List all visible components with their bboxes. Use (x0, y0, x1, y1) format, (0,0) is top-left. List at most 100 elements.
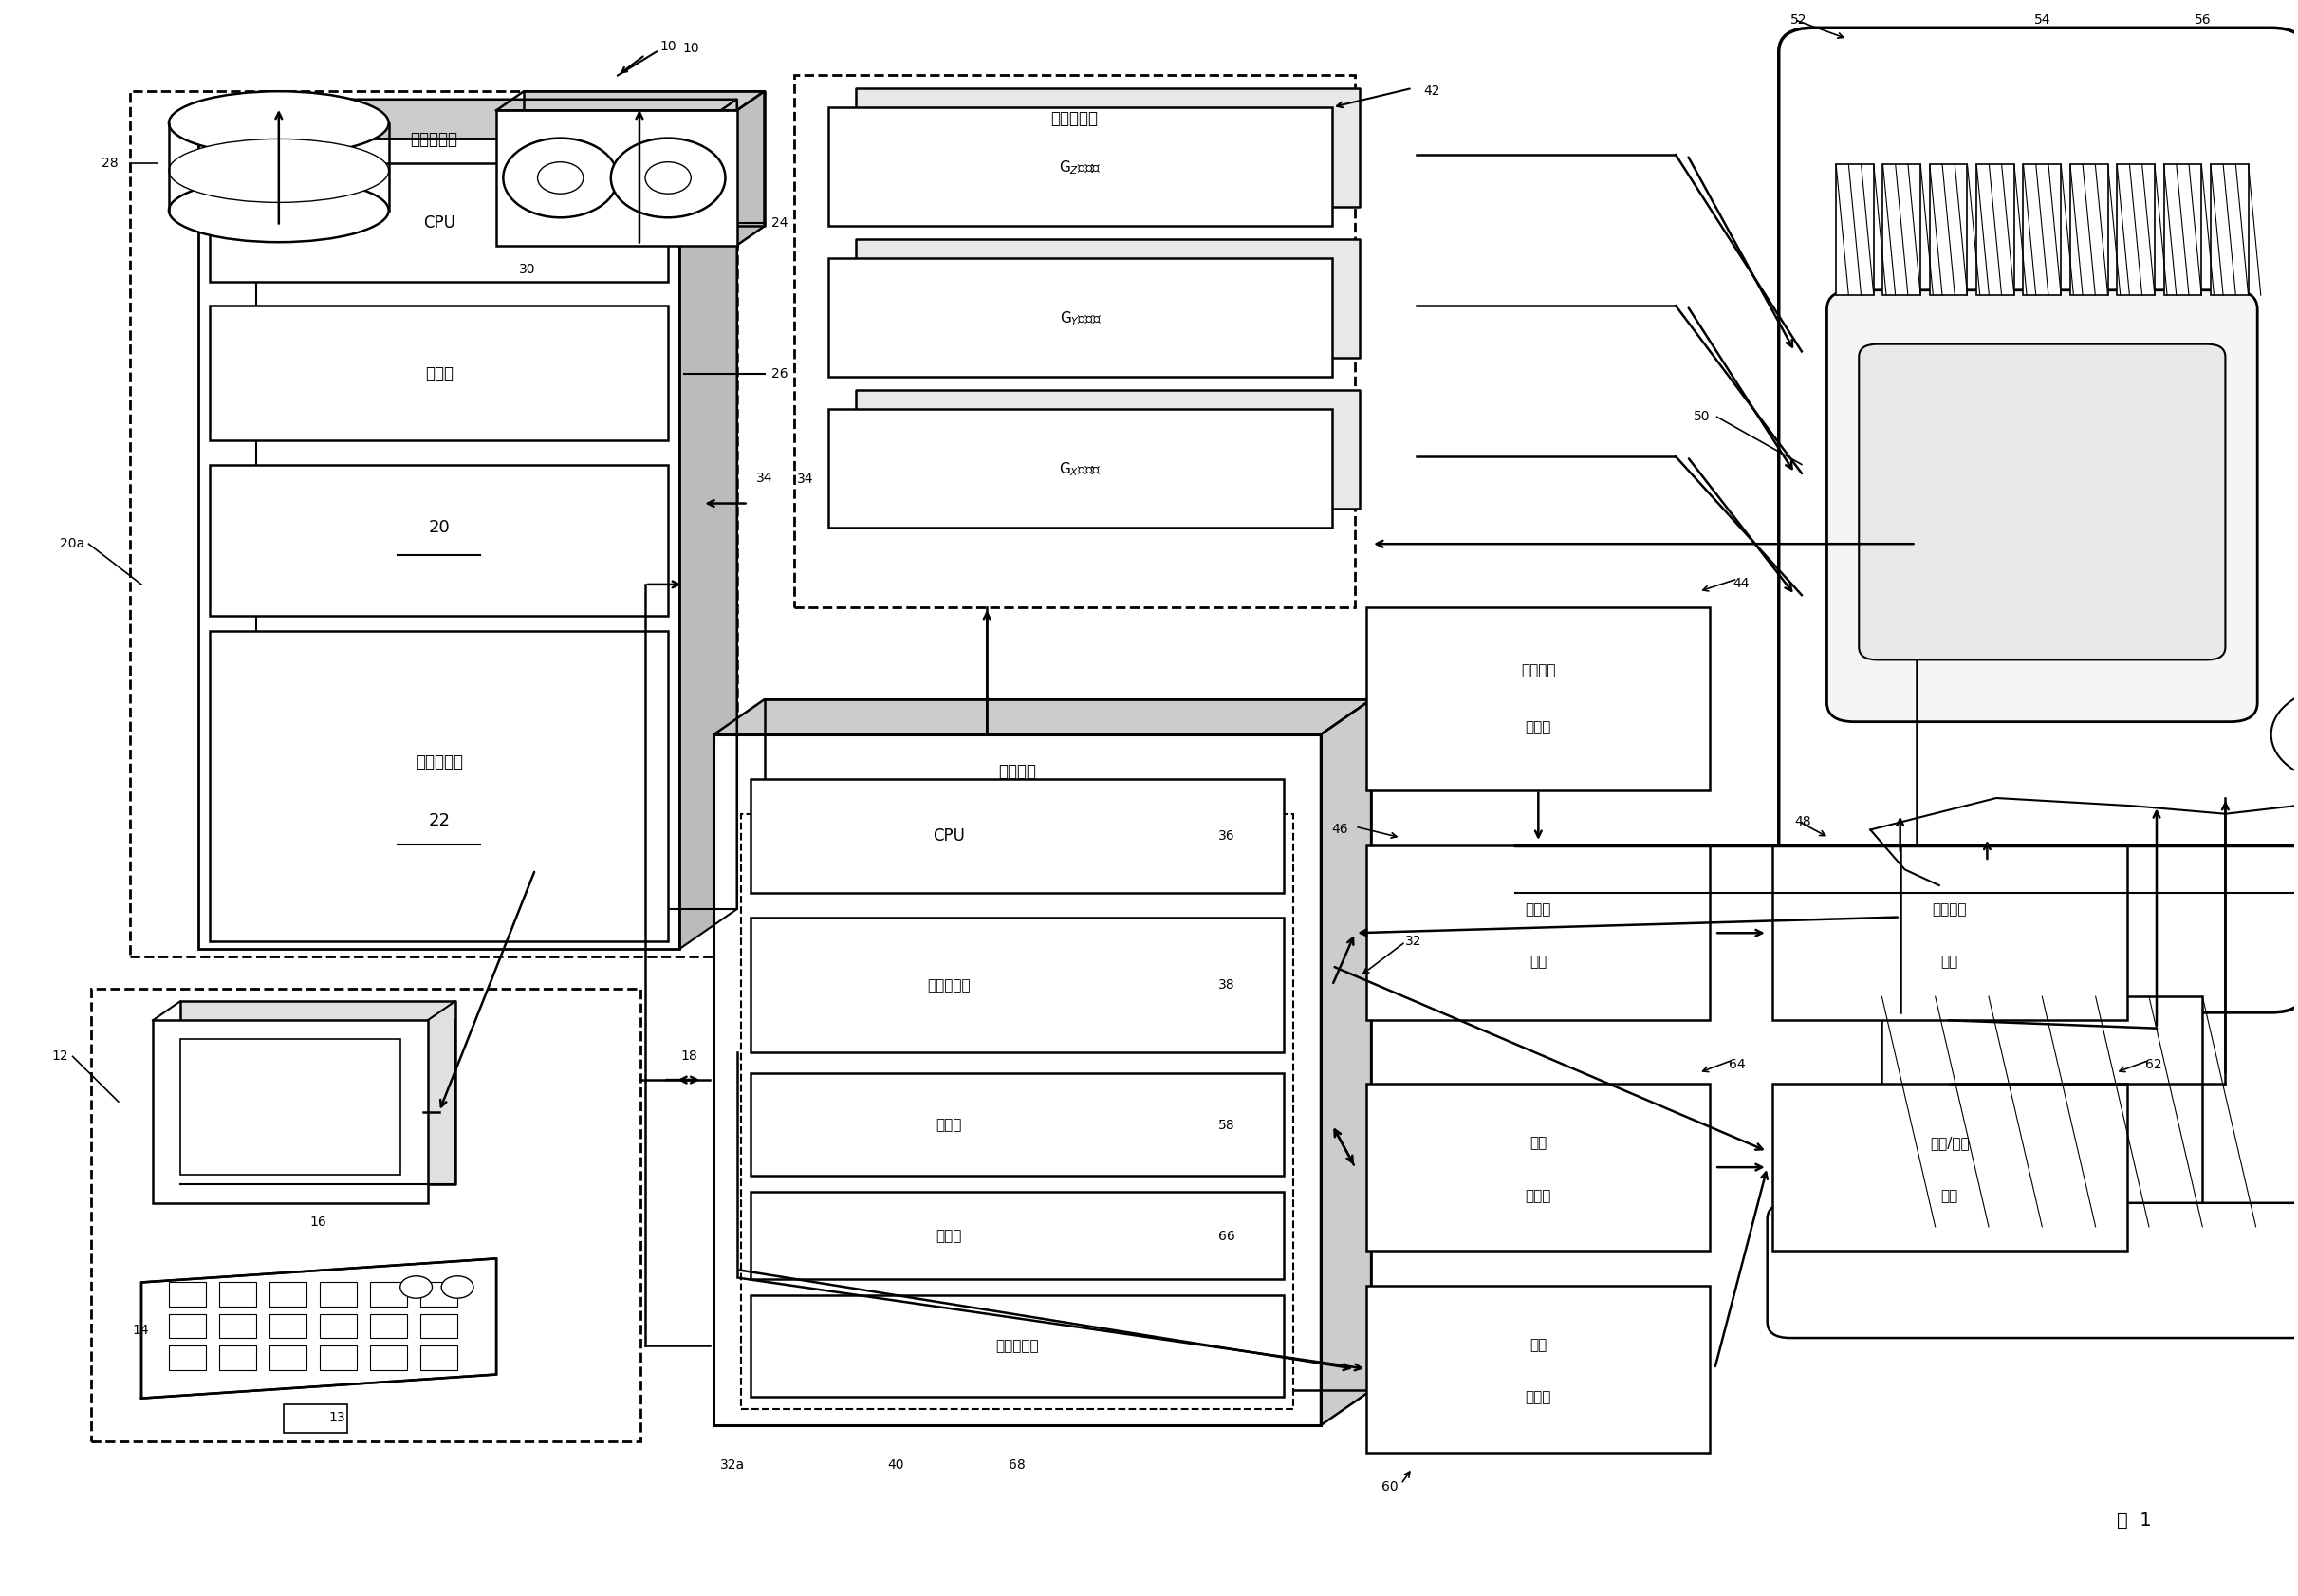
Text: 接口: 接口 (1530, 954, 1547, 969)
FancyBboxPatch shape (283, 1404, 347, 1433)
Text: 梯度放大器: 梯度放大器 (1050, 110, 1098, 128)
FancyBboxPatch shape (269, 1282, 306, 1306)
FancyBboxPatch shape (168, 1314, 205, 1337)
FancyBboxPatch shape (1827, 290, 2257, 721)
Circle shape (611, 139, 726, 217)
FancyBboxPatch shape (370, 1345, 407, 1369)
Polygon shape (855, 239, 1360, 358)
Text: 控制器: 控制器 (1526, 720, 1551, 734)
Polygon shape (142, 1259, 496, 1398)
FancyBboxPatch shape (742, 814, 1294, 1409)
Text: 26: 26 (772, 367, 788, 380)
Text: 开关: 开关 (1942, 1189, 1958, 1203)
Text: 射频: 射频 (1530, 1337, 1547, 1352)
FancyBboxPatch shape (751, 1294, 1285, 1396)
Text: 发射/接收: 发射/接收 (1930, 1136, 1969, 1151)
FancyBboxPatch shape (1772, 1084, 2128, 1251)
FancyBboxPatch shape (795, 75, 1356, 608)
Polygon shape (255, 99, 738, 910)
FancyBboxPatch shape (1976, 164, 2013, 295)
Text: 20a: 20a (60, 538, 85, 551)
Polygon shape (855, 389, 1360, 509)
Text: 放大器: 放大器 (1526, 1390, 1551, 1404)
Polygon shape (1321, 699, 1372, 1425)
Text: 图  1: 图 1 (2116, 1511, 2151, 1529)
FancyBboxPatch shape (1367, 1084, 1710, 1251)
FancyBboxPatch shape (1836, 164, 1873, 295)
Text: 脉冲发生器: 脉冲发生器 (926, 978, 970, 993)
Text: 56: 56 (2195, 13, 2211, 27)
FancyBboxPatch shape (370, 1314, 407, 1337)
Polygon shape (179, 1001, 455, 1184)
Polygon shape (198, 99, 738, 139)
Text: 62: 62 (2146, 1058, 2162, 1071)
FancyBboxPatch shape (2070, 164, 2107, 295)
Text: 系统控制: 系统控制 (997, 763, 1036, 780)
Text: 58: 58 (1218, 1119, 1236, 1132)
FancyBboxPatch shape (179, 1039, 400, 1175)
Text: 存储器: 存储器 (425, 365, 453, 383)
Text: 13: 13 (329, 1411, 345, 1424)
Text: 60: 60 (1381, 1481, 1397, 1494)
Text: 52: 52 (1790, 13, 1806, 27)
FancyBboxPatch shape (209, 632, 669, 942)
Text: 54: 54 (2034, 13, 2050, 27)
FancyBboxPatch shape (1882, 996, 2201, 1227)
FancyBboxPatch shape (2022, 164, 2061, 295)
FancyBboxPatch shape (209, 163, 669, 282)
Polygon shape (738, 91, 765, 246)
Polygon shape (680, 99, 738, 950)
FancyBboxPatch shape (1779, 27, 2298, 1012)
Circle shape (400, 1277, 432, 1298)
Circle shape (2270, 686, 2298, 782)
FancyBboxPatch shape (209, 464, 669, 616)
Text: 图像处理器: 图像处理器 (416, 753, 462, 771)
Polygon shape (855, 88, 1360, 207)
FancyBboxPatch shape (827, 409, 1333, 528)
FancyBboxPatch shape (827, 107, 1333, 227)
Text: 36: 36 (1218, 830, 1236, 843)
Text: 34: 34 (797, 472, 813, 487)
Text: 阵列处理器: 阵列处理器 (995, 1339, 1039, 1353)
FancyBboxPatch shape (1930, 164, 1967, 295)
FancyBboxPatch shape (1882, 164, 1921, 295)
Polygon shape (524, 91, 765, 227)
Text: 50: 50 (1694, 410, 1710, 423)
FancyBboxPatch shape (2211, 164, 2247, 295)
Circle shape (503, 139, 618, 217)
FancyBboxPatch shape (1772, 846, 2128, 1020)
FancyBboxPatch shape (2116, 164, 2156, 295)
FancyBboxPatch shape (2165, 164, 2201, 295)
Text: 38: 38 (1218, 978, 1236, 993)
FancyBboxPatch shape (152, 1020, 427, 1203)
Polygon shape (715, 699, 1372, 734)
FancyBboxPatch shape (370, 1282, 407, 1306)
Text: 18: 18 (680, 1050, 696, 1063)
Text: 放大器: 放大器 (1526, 1189, 1551, 1203)
Text: 44: 44 (1733, 578, 1749, 591)
FancyBboxPatch shape (1367, 1285, 1710, 1452)
Text: 16: 16 (310, 1216, 326, 1229)
Ellipse shape (168, 179, 388, 243)
FancyBboxPatch shape (751, 918, 1285, 1052)
FancyBboxPatch shape (1367, 608, 1710, 790)
Text: 系统: 系统 (1942, 954, 1958, 969)
FancyBboxPatch shape (1859, 345, 2224, 659)
Text: 64: 64 (1728, 1058, 1744, 1071)
Text: G$_X$放大器: G$_X$放大器 (1059, 460, 1101, 479)
Circle shape (538, 161, 584, 193)
Text: 24: 24 (772, 217, 788, 230)
FancyBboxPatch shape (218, 1345, 255, 1369)
Text: G$_Z$放大器: G$_Z$放大器 (1059, 158, 1101, 177)
Circle shape (646, 161, 692, 193)
FancyBboxPatch shape (1767, 1203, 2298, 1337)
Text: 40: 40 (887, 1459, 903, 1472)
FancyBboxPatch shape (168, 1345, 205, 1369)
Circle shape (441, 1277, 473, 1298)
Text: 患者定位: 患者定位 (1933, 902, 1967, 916)
Text: 收发器: 收发器 (935, 1119, 961, 1132)
Text: CPU: CPU (933, 828, 965, 844)
Text: 68: 68 (1009, 1459, 1025, 1472)
Text: 22: 22 (427, 812, 450, 830)
Text: 计算机系统: 计算机系统 (409, 131, 457, 148)
